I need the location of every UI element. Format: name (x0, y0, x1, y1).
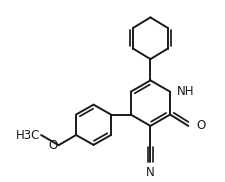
Text: H3C: H3C (16, 128, 40, 142)
Text: N: N (146, 166, 155, 179)
Text: NH: NH (177, 85, 194, 98)
Text: O: O (49, 139, 58, 152)
Text: O: O (197, 119, 206, 132)
